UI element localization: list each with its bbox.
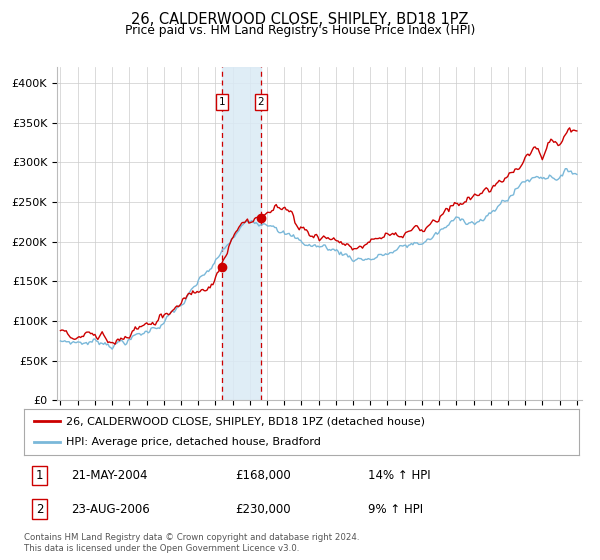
Text: 2: 2: [257, 97, 264, 107]
Text: 2: 2: [36, 503, 43, 516]
Text: 14% ↑ HPI: 14% ↑ HPI: [368, 469, 431, 482]
Text: 1: 1: [218, 97, 225, 107]
Text: 26, CALDERWOOD CLOSE, SHIPLEY, BD18 1PZ (detached house): 26, CALDERWOOD CLOSE, SHIPLEY, BD18 1PZ …: [65, 416, 425, 426]
Text: 26, CALDERWOOD CLOSE, SHIPLEY, BD18 1PZ: 26, CALDERWOOD CLOSE, SHIPLEY, BD18 1PZ: [131, 12, 469, 27]
Text: £168,000: £168,000: [235, 469, 290, 482]
Bar: [222, 67, 261, 400]
Text: 9% ↑ HPI: 9% ↑ HPI: [368, 503, 423, 516]
Text: Price paid vs. HM Land Registry's House Price Index (HPI): Price paid vs. HM Land Registry's House …: [125, 24, 475, 37]
Text: £230,000: £230,000: [235, 503, 290, 516]
Text: Contains HM Land Registry data © Crown copyright and database right 2024.
This d: Contains HM Land Registry data © Crown c…: [24, 533, 359, 553]
Text: HPI: Average price, detached house, Bradford: HPI: Average price, detached house, Brad…: [65, 437, 320, 447]
Text: 1: 1: [36, 469, 43, 482]
Text: 23-AUG-2006: 23-AUG-2006: [71, 503, 150, 516]
Text: 21-MAY-2004: 21-MAY-2004: [71, 469, 148, 482]
